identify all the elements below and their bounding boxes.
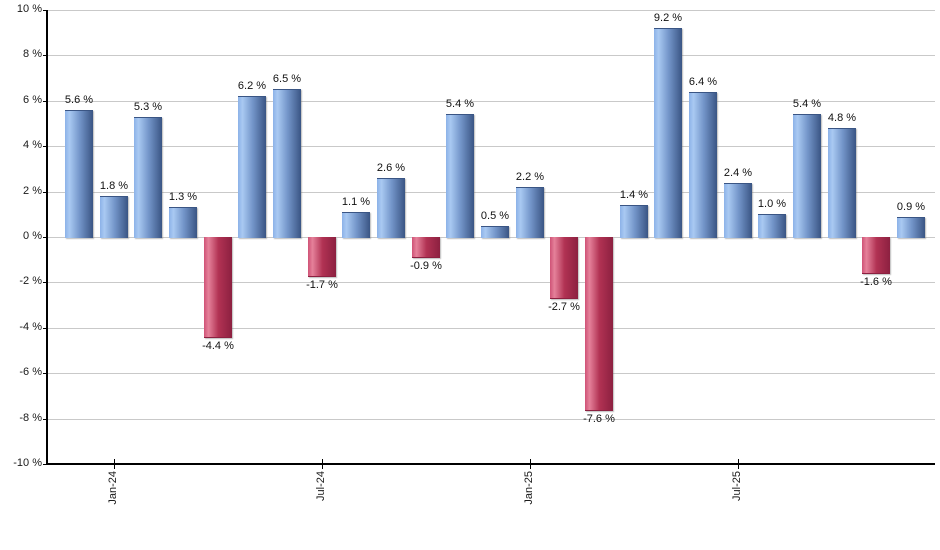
bar-value-label: 4.8 % bbox=[827, 112, 857, 124]
bar-value-label: 1.1 % bbox=[341, 196, 371, 208]
bar-positive bbox=[689, 92, 717, 238]
y-grid-line bbox=[48, 373, 935, 374]
bar-value-label: 5.3 % bbox=[133, 101, 163, 113]
y-grid-line bbox=[48, 101, 935, 102]
bar-positive bbox=[273, 89, 301, 238]
y-axis-label: 10 % bbox=[16, 3, 42, 15]
y-grid-line bbox=[48, 282, 935, 283]
y-axis-tick bbox=[43, 373, 48, 374]
y-grid-line bbox=[48, 146, 935, 147]
bar-value-label: 6.4 % bbox=[688, 76, 718, 88]
bar-value-label: 9.2 % bbox=[653, 12, 683, 24]
y-grid-line bbox=[48, 10, 935, 11]
bar-value-label: 1.8 % bbox=[99, 180, 129, 192]
bar-negative bbox=[862, 237, 890, 274]
bar-positive bbox=[897, 217, 925, 238]
bar-value-label: 2.6 % bbox=[376, 162, 406, 174]
y-grid-line bbox=[48, 419, 935, 420]
bar-value-label: 1.3 % bbox=[168, 191, 198, 203]
x-axis-tick bbox=[738, 459, 739, 469]
bar-value-label: 6.5 % bbox=[272, 73, 302, 85]
bar-positive bbox=[793, 114, 821, 238]
bar-value-label: -1.7 % bbox=[306, 279, 338, 291]
bar-value-label: 6.2 % bbox=[237, 80, 267, 92]
bar-negative bbox=[412, 237, 440, 258]
x-axis-tick bbox=[530, 459, 531, 469]
x-axis-line bbox=[46, 463, 935, 465]
bar-negative bbox=[585, 237, 613, 411]
bar-positive bbox=[620, 205, 648, 238]
y-axis-label: -2 % bbox=[19, 275, 42, 287]
bar-positive bbox=[342, 212, 370, 238]
bar-positive bbox=[654, 28, 682, 238]
bar-value-label: 5.4 % bbox=[445, 98, 475, 110]
x-axis-label: Jan-24 bbox=[107, 471, 119, 505]
x-axis-label: Jan-25 bbox=[523, 471, 535, 505]
x-axis-label: Jul-25 bbox=[731, 471, 743, 501]
y-axis-label: 4 % bbox=[23, 139, 42, 151]
bar-value-label: -7.6 % bbox=[583, 413, 615, 425]
bar-value-label: 5.6 % bbox=[64, 94, 94, 106]
y-axis-tick bbox=[43, 464, 48, 465]
bar-negative bbox=[204, 237, 232, 338]
y-axis-tick bbox=[43, 10, 48, 11]
y-axis-label: 2 % bbox=[23, 185, 42, 197]
bar-value-label: -1.6 % bbox=[860, 276, 892, 288]
bar-positive bbox=[100, 196, 128, 238]
y-axis-label: 8 % bbox=[23, 48, 42, 60]
y-axis-tick bbox=[43, 101, 48, 102]
bar-value-label: -2.7 % bbox=[548, 301, 580, 313]
bar-positive bbox=[516, 187, 544, 238]
y-axis-tick bbox=[43, 192, 48, 193]
bar-value-label: -4.4 % bbox=[202, 340, 234, 352]
y-axis-tick bbox=[43, 55, 48, 56]
bar-positive bbox=[377, 178, 405, 238]
bar-positive bbox=[446, 114, 474, 238]
x-axis-label: Jul-24 bbox=[315, 471, 327, 501]
bar-positive bbox=[758, 214, 786, 238]
y-axis-tick bbox=[43, 328, 48, 329]
bar-positive bbox=[724, 183, 752, 238]
y-grid-line bbox=[48, 328, 935, 329]
y-grid-line bbox=[48, 192, 935, 193]
y-axis-line bbox=[46, 10, 48, 465]
y-axis-tick bbox=[43, 419, 48, 420]
bar-value-label: 2.4 % bbox=[723, 167, 753, 179]
y-grid-line bbox=[48, 55, 935, 56]
bar-value-label: 0.5 % bbox=[480, 210, 510, 222]
bar-value-label: -0.9 % bbox=[410, 260, 442, 272]
y-axis-tick bbox=[43, 146, 48, 147]
y-axis-label: -4 % bbox=[19, 321, 42, 333]
y-axis-label: 0 % bbox=[23, 230, 42, 242]
bar-positive bbox=[238, 96, 266, 238]
bar-value-label: 1.0 % bbox=[757, 198, 787, 210]
bar-negative bbox=[308, 237, 336, 277]
y-axis-tick bbox=[43, 282, 48, 283]
x-axis-tick bbox=[114, 459, 115, 469]
bar-positive bbox=[828, 128, 856, 238]
bar-positive bbox=[169, 207, 197, 238]
y-axis-label: 6 % bbox=[23, 94, 42, 106]
bar-value-label: 5.4 % bbox=[792, 98, 822, 110]
bar-positive bbox=[65, 110, 93, 238]
bar-positive bbox=[134, 117, 162, 238]
bar-value-label: 0.9 % bbox=[896, 201, 926, 213]
bar-value-label: 1.4 % bbox=[619, 189, 649, 201]
x-axis-tick bbox=[322, 459, 323, 469]
bar-positive bbox=[481, 226, 509, 238]
y-axis-label: -6 % bbox=[19, 366, 42, 378]
y-axis-label: -10 % bbox=[13, 457, 42, 469]
y-axis-label: -8 % bbox=[19, 412, 42, 424]
bar-negative bbox=[550, 237, 578, 299]
y-axis-tick bbox=[43, 237, 48, 238]
bar-value-label: 2.2 % bbox=[515, 171, 545, 183]
